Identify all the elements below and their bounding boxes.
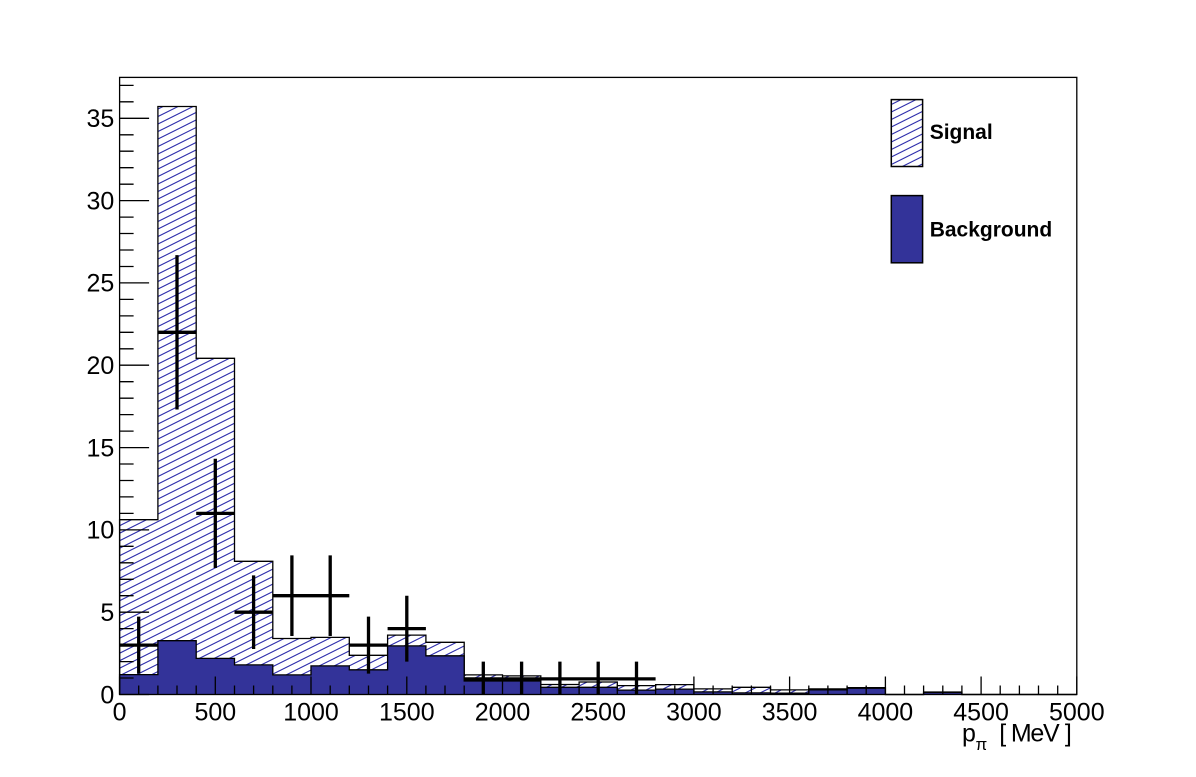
svg-text:2000: 2000 [475,699,531,727]
svg-text:Background: Background [930,218,1053,241]
svg-text:4000: 4000 [858,699,914,727]
svg-text:25: 25 [86,270,114,298]
svg-text:p: p [962,719,976,747]
svg-text:3500: 3500 [762,699,818,727]
svg-text:[: [ [999,719,1006,747]
svg-text:35: 35 [86,105,114,133]
svg-text:1000: 1000 [283,699,339,727]
svg-text:3000: 3000 [666,699,722,727]
svg-text:5000: 5000 [1049,699,1105,727]
svg-text:10: 10 [86,517,114,545]
svg-text:0: 0 [100,681,114,709]
svg-text:5: 5 [100,599,114,627]
svg-text:MeV: MeV [1011,719,1060,747]
svg-text:1500: 1500 [379,699,435,727]
svg-text:20: 20 [86,352,114,380]
svg-text:0: 0 [113,699,127,727]
svg-text:Signal: Signal [930,121,993,144]
svg-text:2500: 2500 [570,699,626,727]
svg-text:π: π [976,735,988,754]
svg-text:]: ] [1065,719,1072,747]
svg-text:4500: 4500 [953,699,1009,727]
svg-text:15: 15 [86,434,114,462]
svg-text:500: 500 [194,699,236,727]
svg-text:30: 30 [86,187,114,215]
